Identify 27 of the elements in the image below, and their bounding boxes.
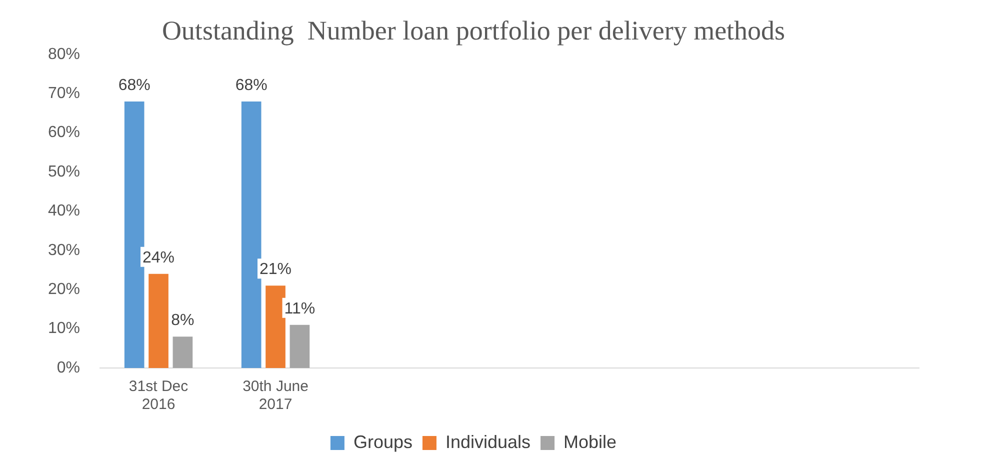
bar — [290, 324, 310, 368]
y-tick-label: 40% — [48, 202, 80, 220]
chart-title: Outstanding Number loan portfolio per delivery methods — [162, 15, 786, 46]
y-tick-label: 20% — [48, 281, 80, 298]
data-label: 68% — [235, 76, 268, 94]
bar — [266, 286, 286, 368]
y-tick-label: 0% — [56, 359, 80, 376]
legend-label: Mobile — [564, 432, 617, 452]
data-label: 68% — [118, 76, 150, 94]
y-tick-label: 30% — [48, 242, 80, 259]
y-tick-label: 50% — [48, 163, 80, 180]
bar — [148, 274, 168, 368]
bar — [241, 101, 262, 368]
data-label: 8% — [171, 312, 194, 330]
data-label: 24% — [142, 249, 175, 266]
x-tick-label: 31st Dec 2016 — [128, 378, 189, 414]
y-tick-label: 60% — [48, 124, 80, 142]
bar — [172, 336, 193, 368]
data-label: 21% — [260, 261, 292, 278]
legend-label: Groups — [353, 432, 412, 452]
legend-label: Individuals — [445, 432, 531, 452]
y-tick-label: 80% — [48, 46, 80, 63]
data-label: 11% — [284, 300, 316, 318]
y-tick-label: 70% — [48, 85, 80, 102]
bar — [124, 101, 144, 368]
x-tick-label: 30th June 2017 — [242, 378, 308, 414]
y-tick-label: 10% — [48, 320, 80, 338]
